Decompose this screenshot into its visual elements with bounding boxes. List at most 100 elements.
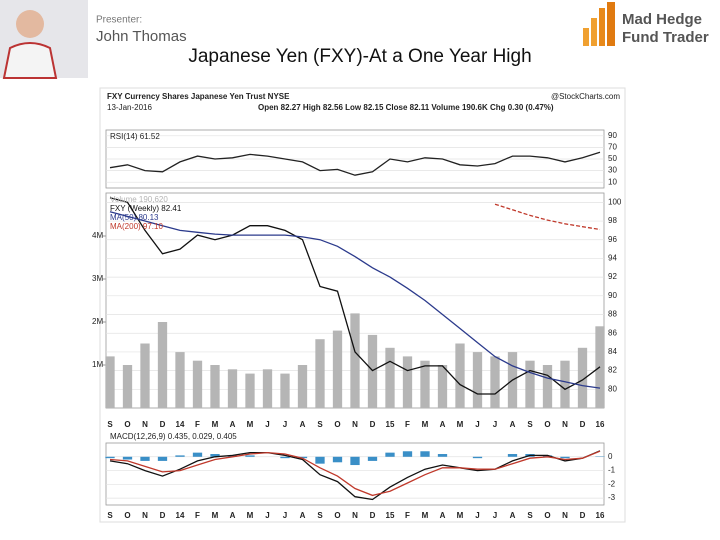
bar [210,454,220,457]
x-tick-label: D [160,511,166,520]
bar [472,352,483,408]
series-line [109,151,601,176]
x-tick-label: A [230,511,236,520]
logo-mark [583,2,615,46]
x-tick-label: M [247,420,254,429]
logo-text: Fund Trader [622,29,709,46]
x-tick-label: 14 [176,420,185,429]
bar [385,452,395,457]
bar [332,456,343,463]
x-tick-label: O [544,511,550,520]
x-tick-label: N [142,511,148,520]
y-tick-label: 100 [608,197,622,206]
bar [420,360,430,408]
y2-tick-label: 4M [92,231,103,240]
x-tick-label: O [544,420,550,429]
bar [140,343,150,408]
logo-bar [583,28,589,46]
x-tick-label: N [352,420,358,429]
bar [122,365,133,408]
bar [560,360,570,408]
bar [280,373,290,408]
bar [227,369,238,408]
bar [157,456,168,461]
series-line [494,203,601,231]
x-tick-label: 16 [596,511,605,520]
x-tick-label: O [124,420,130,429]
x-tick-label: 14 [176,511,185,520]
x-tick-label: M [212,420,219,429]
legend-entry: FXY (Weekly) 82.41 [110,204,182,213]
x-tick-label: A [300,420,306,429]
x-tick-label: J [475,420,479,429]
x-tick-label: J [493,420,497,429]
presenter-name: John Thomas [96,28,187,45]
y-tick-label: 90 [608,291,617,300]
x-tick-label: O [334,420,340,429]
x-tick-label: J [265,420,269,429]
x-tick-label: M [422,511,429,520]
y-tick-label: 82 [608,366,617,375]
x-tick-label: A [440,420,446,429]
panel-frame [105,442,605,506]
bar [577,347,588,408]
logo-text: Mad Hedge [622,11,702,28]
photo-body [2,42,58,79]
bar [297,456,308,459]
x-tick-label: A [300,511,306,520]
bar [455,343,465,408]
y-tick-label: -3 [608,493,616,502]
x-tick-label: M [422,420,429,429]
x-tick-label: O [334,511,340,520]
x-tick-label: F [195,420,200,429]
legend-entry: MA(50) 80.13 [110,213,159,222]
presenter-photo [0,0,88,79]
bar [210,365,220,408]
x-tick-label: F [405,420,410,429]
bar [367,334,378,408]
series-line [109,450,601,501]
x-tick-label: M [247,511,254,520]
bar [542,455,553,457]
x-tick-label: S [107,420,113,429]
x-tick-label: M [457,420,464,429]
bar [227,455,238,457]
x-tick-label: D [580,511,586,520]
bar [175,352,185,408]
x-tick-label: A [230,420,236,429]
x-tick-label: D [370,511,376,520]
x-tick-label: A [510,420,516,429]
x-tick-label: D [160,420,166,429]
x-tick-label: A [440,511,446,520]
bar [297,365,308,408]
bar [490,356,500,408]
x-tick-label: S [527,420,533,429]
x-tick-label: M [212,511,219,520]
x-tick-label: F [405,511,410,520]
symbol-line: FXY Currency Shares Japanese Yen Trust N… [107,92,290,101]
bar [315,456,325,464]
y-tick-label: 10 [608,177,617,186]
bar [157,322,168,408]
x-tick-label: 15 [386,420,395,429]
y-tick-label: -1 [608,466,616,475]
bar [350,456,360,466]
bar [315,339,325,408]
x-tick-label: A [510,511,516,520]
x-tick-label: J [283,511,287,520]
bar [472,456,483,459]
y2-tick-label: 3M [92,274,103,283]
x-tick-label: 15 [386,511,395,520]
logo-bar [599,8,605,46]
bar [385,347,395,408]
y2-tick-label: 2M [92,317,103,326]
x-tick-label: O [124,511,130,520]
bar [332,330,343,408]
x-tick-label: J [265,511,269,520]
y2-tick-label: 1M [92,360,103,369]
y-tick-label: 90 [608,131,617,140]
bar [437,365,448,408]
presenter-label: Presenter: [96,15,142,26]
